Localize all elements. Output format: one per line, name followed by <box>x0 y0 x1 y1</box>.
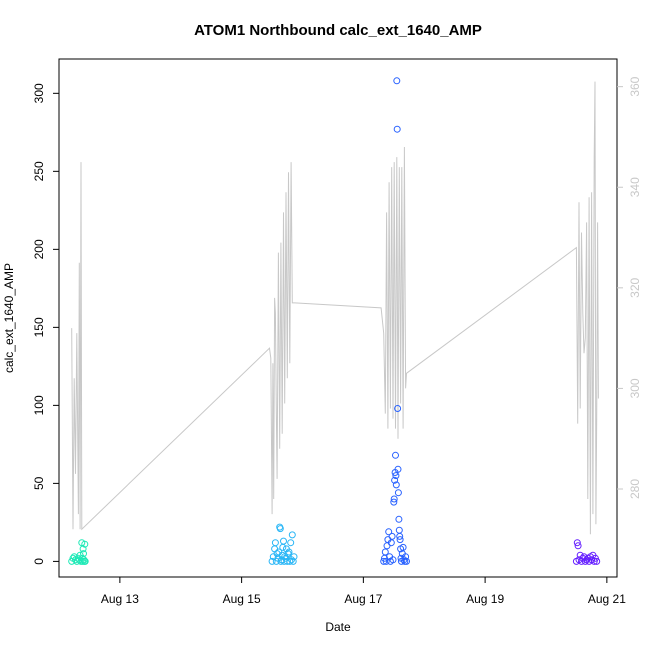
data-point <box>403 557 410 565</box>
y-axis-label: calc_ext_1640_AMP <box>2 263 16 373</box>
y-tick-label: 150 <box>32 317 46 337</box>
x-tick-label: Aug 21 <box>588 592 626 606</box>
y-axis: 0 50 100 150 200 250 300 <box>32 83 59 565</box>
data-point <box>394 465 402 473</box>
data-point <box>574 542 582 550</box>
data-point <box>396 536 404 544</box>
data-point <box>385 528 393 536</box>
y-tick-label: 50 <box>32 476 46 490</box>
x-axis-label: Date <box>325 620 351 634</box>
x-axis: Aug 13 Aug 15 Aug 17 Aug 19 Aug 21 <box>101 576 626 606</box>
chart-title: ATOM1 Northbound calc_ext_1640_AMP <box>194 22 482 39</box>
data-point <box>402 553 410 561</box>
x-tick-label: Aug 17 <box>344 592 382 606</box>
x-tick-label: Aug 13 <box>101 592 139 606</box>
secondary-series-line <box>71 81 599 535</box>
y2-tick-label: 340 <box>628 177 642 197</box>
secondary-y-axis: 280 300 320 340 360 <box>617 76 642 499</box>
data-point <box>390 498 398 506</box>
y-tick-label: 200 <box>32 239 46 259</box>
data-point <box>288 531 296 539</box>
data-point <box>271 539 279 547</box>
data-point <box>590 557 598 565</box>
data-point <box>286 557 294 565</box>
data-point <box>79 545 87 553</box>
data-point <box>395 515 403 523</box>
data-point <box>573 539 581 547</box>
scatter-points-layer <box>68 77 601 565</box>
y-tick-label: 0 <box>32 558 46 565</box>
data-point <box>268 557 276 565</box>
y2-tick-label: 320 <box>628 277 642 297</box>
data-point <box>285 548 293 556</box>
data-point <box>289 557 297 565</box>
data-point <box>395 526 403 534</box>
y-tick-label: 250 <box>32 161 46 181</box>
data-point <box>279 543 287 551</box>
data-point <box>81 540 89 548</box>
y-tick-label: 100 <box>32 395 46 415</box>
data-point <box>381 548 389 556</box>
data-point <box>399 543 407 551</box>
y2-tick-label: 360 <box>628 76 642 96</box>
data-point <box>394 489 402 497</box>
data-point <box>394 405 402 412</box>
data-point <box>380 557 388 565</box>
data-point <box>396 532 404 540</box>
plot-frame <box>58 58 618 578</box>
data-point <box>393 77 401 85</box>
data-point <box>287 539 295 547</box>
data-point <box>389 556 397 564</box>
data-point <box>392 472 400 480</box>
data-point <box>593 557 601 565</box>
x-tick-label: Aug 15 <box>223 592 261 606</box>
line-series-layer <box>71 81 599 535</box>
data-point <box>290 553 298 561</box>
data-point <box>388 532 396 540</box>
x-tick-label: Aug 19 <box>466 592 504 606</box>
data-point <box>382 557 390 565</box>
data-point <box>591 554 599 562</box>
data-point <box>383 542 391 550</box>
data-point <box>276 525 284 533</box>
data-point <box>280 537 287 545</box>
data-point <box>393 125 401 133</box>
data-point <box>392 481 400 489</box>
y-tick-label: 300 <box>32 83 46 103</box>
y2-tick-label: 280 <box>628 479 642 499</box>
y2-tick-label: 300 <box>628 378 642 398</box>
data-point <box>390 495 398 503</box>
data-point <box>391 476 399 484</box>
data-point <box>81 557 89 565</box>
data-point <box>392 451 399 459</box>
